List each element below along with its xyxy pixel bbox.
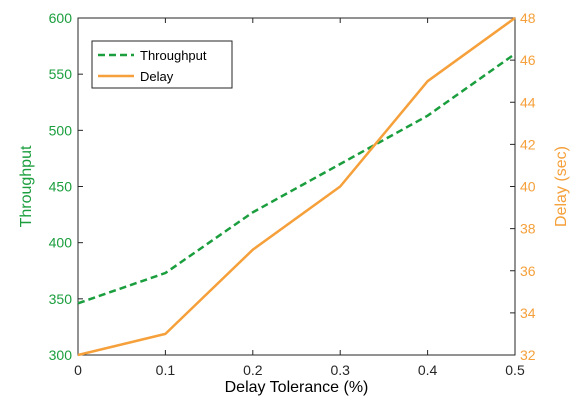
x-axis-label: Delay Tolerance (%) bbox=[225, 379, 369, 396]
right-tick-label: 38 bbox=[520, 221, 536, 237]
left-tick-label: 300 bbox=[49, 347, 73, 363]
right-tick-label: 48 bbox=[520, 10, 536, 26]
x-axis-ticks: 0 0.1 0.2 0.3 0.4 0.5 bbox=[74, 18, 525, 378]
legend-label-delay: Delay bbox=[140, 69, 174, 84]
right-tick-label: 46 bbox=[520, 52, 536, 68]
left-tick-label: 600 bbox=[49, 10, 73, 26]
right-tick-label: 36 bbox=[520, 263, 536, 279]
left-tick-label: 500 bbox=[49, 122, 73, 138]
right-axis-label: Delay (sec) bbox=[553, 146, 570, 227]
right-tick-label: 44 bbox=[520, 94, 536, 110]
x-tick-label: 0.2 bbox=[243, 362, 263, 378]
left-tick-label: 350 bbox=[49, 291, 73, 307]
series-group bbox=[77, 16, 516, 357]
left-tick-label: 550 bbox=[49, 66, 73, 82]
left-axis-ticks: 300 350 400 450 500 550 600 bbox=[49, 10, 83, 363]
x-tick-label: 0.1 bbox=[156, 362, 176, 378]
right-tick-label: 32 bbox=[520, 347, 536, 363]
right-tick-label: 40 bbox=[520, 179, 536, 195]
series-line-throughput bbox=[77, 52, 516, 305]
legend: Throughput Delay bbox=[91, 40, 233, 89]
x-tick-label: 0.3 bbox=[330, 362, 350, 378]
right-tick-label: 34 bbox=[520, 305, 536, 321]
x-tick-label: 0 bbox=[74, 362, 82, 378]
right-tick-label: 42 bbox=[520, 136, 536, 152]
left-axis-label: Throughput bbox=[18, 145, 35, 227]
left-tick-label: 450 bbox=[49, 179, 73, 195]
legend-label-throughput: Throughput bbox=[140, 48, 207, 63]
x-tick-label: 0.4 bbox=[418, 362, 438, 378]
left-tick-label: 400 bbox=[49, 235, 73, 251]
legend-box bbox=[91, 40, 233, 89]
x-tick-label: 0.5 bbox=[505, 362, 525, 378]
right-axis-ticks: 32 34 36 38 40 42 44 46 48 bbox=[510, 10, 536, 363]
series-line-delay bbox=[77, 16, 516, 357]
